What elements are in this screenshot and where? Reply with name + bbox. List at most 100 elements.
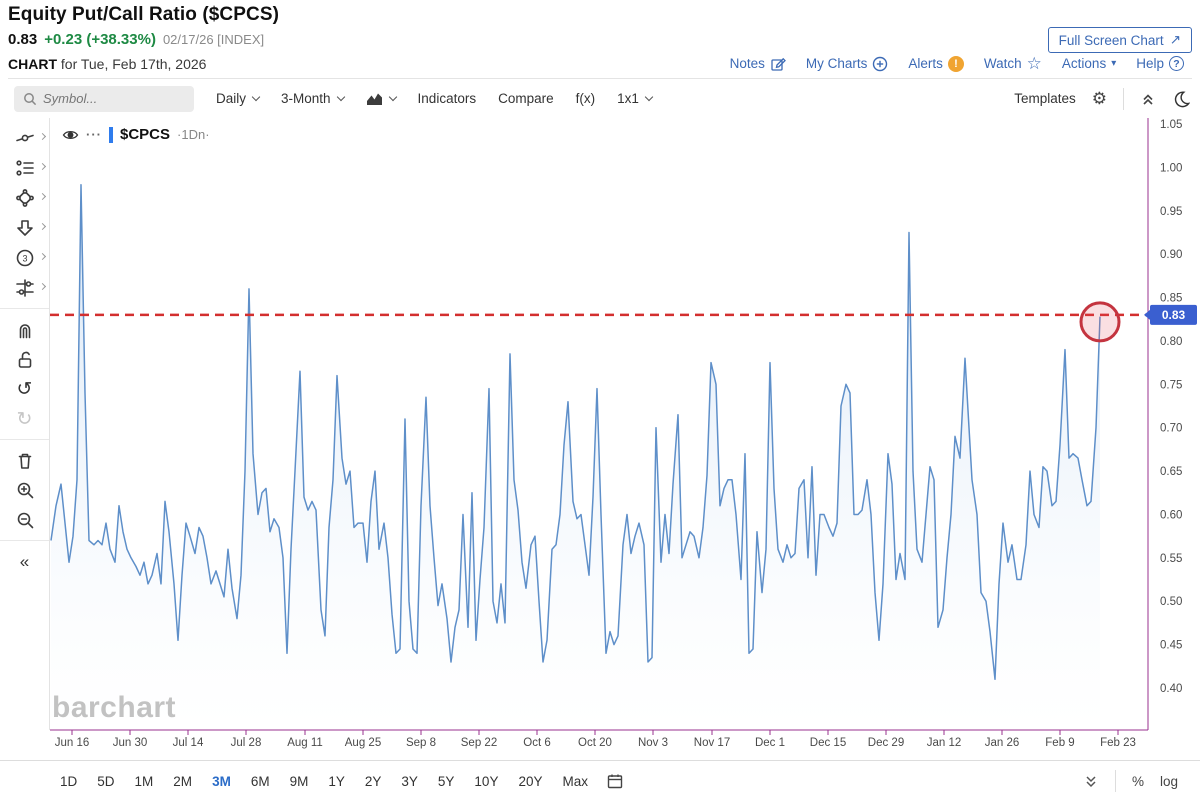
redo-icon: ↻ xyxy=(16,408,33,430)
help-link[interactable]: Help ? xyxy=(1136,56,1184,71)
period-label: Daily xyxy=(216,91,247,106)
templates-label: Templates xyxy=(1014,91,1076,106)
my-charts-link[interactable]: My Charts xyxy=(806,56,889,72)
gann-tool[interactable] xyxy=(0,273,49,303)
series-line xyxy=(50,183,1101,681)
fx-button[interactable]: f(x) xyxy=(576,91,596,106)
x-tick-label: Feb 23 xyxy=(1100,737,1136,749)
toolbar-right: Templates ⚙ xyxy=(1014,87,1190,110)
zoom-out-button[interactable] xyxy=(0,505,49,535)
submenu-arrow-icon xyxy=(38,222,47,231)
y-tick-label: 0.50 xyxy=(1160,596,1182,608)
notes-link[interactable]: Notes xyxy=(730,56,786,72)
range-button-9M[interactable]: 9M xyxy=(280,768,319,795)
range-button-5Y[interactable]: 5Y xyxy=(428,768,465,795)
shapes-icon xyxy=(15,189,34,207)
series-period: ·1Dn· xyxy=(177,127,210,142)
range-button-6M[interactable]: 6M xyxy=(241,768,280,795)
undo-button[interactable]: ↺ xyxy=(0,374,49,404)
chart-type-dropdown[interactable] xyxy=(366,92,397,106)
x-tick-label: Feb 9 xyxy=(1045,737,1074,749)
expand-down-icon[interactable] xyxy=(1083,773,1099,789)
x-tick-label: Sep 22 xyxy=(461,737,497,749)
quote-row: 0.83 +0.23 (+38.33%) 02/17/26 [INDEX] xyxy=(8,31,1192,48)
page-title: Equity Put/Call Ratio ($CPCS) xyxy=(8,4,280,25)
x-tick-label: Oct 20 xyxy=(578,737,612,749)
sidebar-divider xyxy=(0,540,49,541)
full-screen-chart-button[interactable]: Full Screen Chart ↗ xyxy=(1047,27,1192,53)
y-tick-label: 0.75 xyxy=(1160,379,1182,391)
magnet-mode-button[interactable] xyxy=(0,314,49,344)
x-tick-label: Dec 1 xyxy=(755,737,785,749)
price-chart[interactable]: Jun 16 Jun 30 Jul 14 Jul 28 Aug 11 Aug 25 Sep … xyxy=(50,118,1200,755)
trendline-tool[interactable] xyxy=(0,123,49,153)
circle-annotation[interactable] xyxy=(1079,301,1121,343)
price-change: +0.23 (+38.33%) xyxy=(44,31,156,48)
x-tick-label: Jun 16 xyxy=(55,737,90,749)
templates-button[interactable]: Templates xyxy=(1014,91,1076,106)
symbol-search-input[interactable] xyxy=(43,91,183,106)
alerts-label: Alerts xyxy=(908,56,943,71)
header-links: Notes My Charts Alerts ! Watch ☆ Actions xyxy=(730,55,1184,72)
collapse-sidebar-button[interactable]: « xyxy=(0,546,49,576)
range-dropdown[interactable]: 3-Month xyxy=(281,91,345,106)
percent-scale-button[interactable]: % xyxy=(1131,773,1144,789)
help-icon: ? xyxy=(1169,56,1184,71)
indicators-button[interactable]: Indicators xyxy=(418,91,477,106)
lock-drawings-button[interactable] xyxy=(0,344,49,374)
notes-pencil-icon xyxy=(771,57,786,71)
full-screen-chart-label: Full Screen Chart xyxy=(1058,32,1164,48)
range-button-Max[interactable]: Max xyxy=(552,768,598,795)
range-button-2M[interactable]: 2M xyxy=(163,768,202,795)
my-charts-label: My Charts xyxy=(805,56,868,71)
series-menu-dots-icon[interactable]: ··· xyxy=(86,127,102,142)
y-tick-label: 0.90 xyxy=(1160,249,1182,261)
submenu-arrow-icon xyxy=(38,252,47,261)
range-button-3Y[interactable]: 3Y xyxy=(391,768,428,795)
period-dropdown[interactable]: Daily xyxy=(216,91,261,106)
watch-link[interactable]: Watch ☆ xyxy=(984,55,1042,72)
arrow-annotation-tool[interactable] xyxy=(0,213,49,243)
dark-mode-moon-icon[interactable] xyxy=(1172,90,1190,108)
notes-label: Notes xyxy=(729,56,765,71)
range-button-10Y[interactable]: 10Y xyxy=(464,768,508,795)
series-legend: ··· $CPCS ·1Dn· xyxy=(62,126,210,143)
range-button-20Y[interactable]: 20Y xyxy=(508,768,552,795)
range-button-1M[interactable]: 1M xyxy=(125,768,164,795)
range-button-1Y[interactable]: 1Y xyxy=(318,768,355,795)
patterns-tool[interactable] xyxy=(0,153,49,183)
calendar-icon[interactable] xyxy=(606,772,624,790)
chart-label: CHART xyxy=(8,55,57,72)
drawing-tools-sidebar: 3 ↺ ↻ xyxy=(0,118,50,730)
chevron-down-icon xyxy=(644,92,654,102)
x-tick-label: Jul 14 xyxy=(173,737,204,749)
grid-layout-dropdown[interactable]: 1x1 xyxy=(617,91,654,106)
y-tick-label: 1.00 xyxy=(1160,162,1182,174)
undo-icon: ↺ xyxy=(16,378,33,400)
last-price-badge xyxy=(1150,304,1197,325)
alerts-link[interactable]: Alerts ! xyxy=(908,55,964,72)
compare-button[interactable]: Compare xyxy=(498,91,554,106)
delete-drawings-button[interactable] xyxy=(0,445,49,475)
range-button-2Y[interactable]: 2Y xyxy=(355,768,392,795)
range-button-5D[interactable]: 5D xyxy=(87,768,124,795)
log-scale-button[interactable]: log xyxy=(1159,773,1178,789)
x-tick-label: Jul 28 xyxy=(231,737,262,749)
series-area-fill xyxy=(51,184,1100,730)
x-tick-label: Aug 25 xyxy=(345,737,381,749)
eye-visibility-icon[interactable] xyxy=(62,128,79,142)
y-tick-label: 0.45 xyxy=(1160,640,1182,652)
range-button-3M[interactable]: 3M xyxy=(202,768,241,795)
elliott-wave-tool[interactable]: 3 xyxy=(0,243,49,273)
symbol-search[interactable] xyxy=(14,85,194,112)
actions-menu[interactable]: Actions ▾ xyxy=(1062,56,1116,71)
redo-button[interactable]: ↻ xyxy=(0,404,49,434)
range-button-1D[interactable]: 1D xyxy=(50,768,87,795)
settings-gear-icon[interactable]: ⚙ xyxy=(1091,88,1107,108)
trendline-icon xyxy=(15,134,34,142)
collapse-up-icon[interactable] xyxy=(1140,91,1156,107)
shapes-tool[interactable] xyxy=(0,183,49,213)
elliott-wave-icon: 3 xyxy=(16,249,33,267)
submenu-arrow-icon xyxy=(38,192,47,201)
zoom-in-button[interactable] xyxy=(0,475,49,505)
